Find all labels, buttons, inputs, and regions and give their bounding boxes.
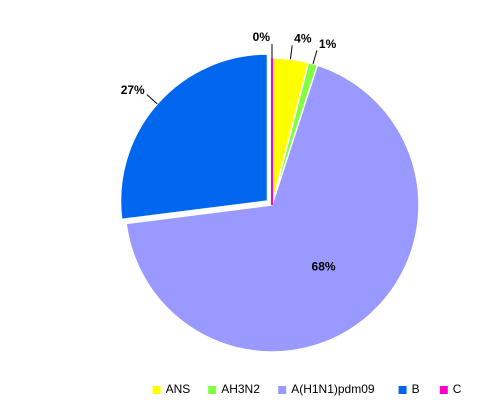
leader-line (146, 94, 158, 105)
leader-line (289, 45, 293, 60)
pie-slice (119, 53, 269, 221)
legend-label: C (453, 382, 462, 396)
legend-swatch (278, 386, 287, 394)
pie-slice (125, 64, 420, 353)
data-label: 4% (294, 31, 312, 45)
legend-swatch (439, 386, 448, 394)
legend-swatch (208, 386, 217, 394)
legend-label: A(H1N1)pdm09 (291, 382, 375, 396)
legend-label: ANS (166, 382, 191, 396)
legend-swatch (152, 386, 161, 394)
data-label: 0% (253, 30, 271, 44)
data-label: 27% (121, 83, 145, 97)
legend-label: AH3N2 (221, 382, 260, 396)
data-label: 1% (319, 37, 337, 51)
legend-swatch (398, 386, 407, 394)
legend-label: B (412, 382, 420, 396)
leader-line (312, 50, 318, 64)
data-label: 68% (312, 259, 336, 273)
